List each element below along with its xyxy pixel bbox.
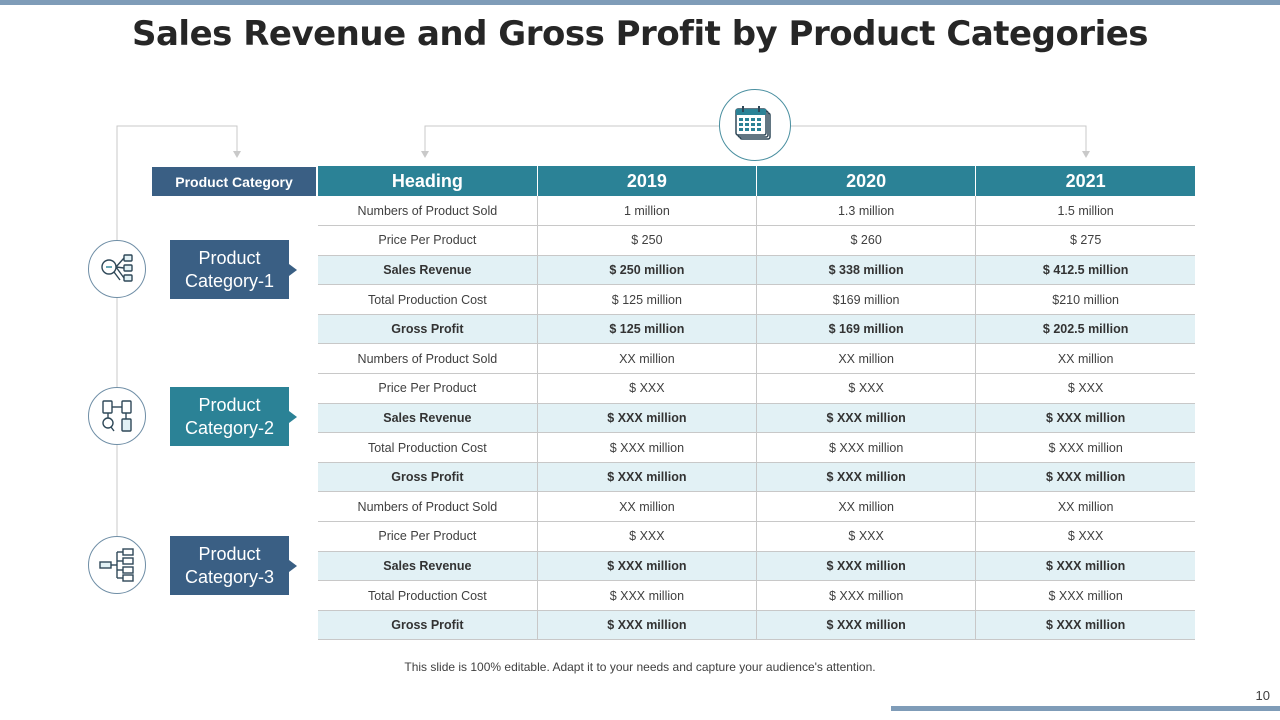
table-cell-heading: Numbers of Product Sold (318, 343, 538, 375)
table-cell-2021: $ XXX million (975, 610, 1195, 641)
table-cell-heading: Numbers of Product Sold (318, 491, 538, 523)
table-body: Numbers of Product Sold 1 million 1.3 mill… (318, 196, 1195, 641)
table-row: Gross Profit $ 125 million $ 169 million $ … (318, 314, 1195, 345)
table-cell-2020: $ 260 (756, 225, 977, 256)
table-cell-2020: $ 169 million (756, 314, 977, 345)
table-cell-2021: 1.5 million (975, 196, 1195, 227)
table-cell-2020: $ XXX million (756, 610, 977, 641)
table-cell-2019: 1 million (537, 196, 758, 227)
table-cell-2020: $ XXX million (756, 403, 977, 434)
page-title: Sales Revenue and Gross Profit by Produc… (131, 14, 1149, 54)
table-cell-2019: $ XXX (537, 521, 758, 552)
table-cell-2019: $ XXX million (537, 462, 758, 493)
table-cell-heading: Total Production Cost (318, 580, 538, 611)
table-row: Gross Profit $ XXX million $ XXX million $ … (318, 462, 1195, 493)
sales-table: Heading 2019 2020 2021 Numbers of Produc… (318, 166, 1195, 641)
table-cell-heading: Sales Revenue (318, 403, 538, 434)
table-cell-heading: Price Per Product (318, 373, 538, 404)
table-cell-2020: 1.3 million (756, 196, 977, 227)
table-header-row: Heading 2019 2020 2021 (318, 166, 1195, 196)
bottom-accent-bar (891, 706, 1280, 711)
table-cell-2020: $ 338 million (756, 255, 977, 286)
table-cell-2020: $ XXX million (756, 462, 977, 493)
table-cell-2021: $ XXX (975, 373, 1195, 404)
table-cell-2019: $ 125 million (537, 284, 758, 315)
table-cell-2019: $ XXX million (537, 403, 758, 434)
table-row: Numbers of Product Sold 1 million 1.3 mill… (318, 196, 1195, 227)
table-cell-heading: Numbers of Product Sold (318, 196, 538, 227)
product-category-1-label: Product Category-1 (170, 240, 297, 299)
table-row: Numbers of Product Sold XX million XX mill… (318, 343, 1195, 375)
table-row: Price Per Product $ XXX $ XXX $ XXX (318, 373, 1195, 404)
table-cell-2021: $ XXX million (975, 432, 1195, 463)
calendar-icon (719, 89, 791, 161)
column-header-2020: 2020 (756, 166, 977, 196)
table-cell-heading: Gross Profit (318, 314, 538, 345)
table-cell-heading: Sales Revenue (318, 551, 538, 582)
table-cell-2020: $ XXX (756, 521, 977, 552)
table-cell-2019: $ XXX million (537, 580, 758, 611)
table-row: Sales Revenue $ 250 million $ 338 million $… (318, 255, 1195, 286)
page-number: 10 (1255, 688, 1270, 703)
table-cell-2019: $ XXX (537, 373, 758, 404)
top-accent-bar (0, 0, 1280, 5)
table-row: Gross Profit $ XXX million $ XXX million $ … (318, 610, 1195, 641)
search-flowchart-icon (88, 240, 146, 298)
table-cell-2020: $ XXX million (756, 432, 977, 463)
product-category-3-label: Product Category-3 (170, 536, 297, 595)
table-cell-2020: XX million (756, 343, 977, 375)
table-row: Sales Revenue $ XXX million $ XXX million $… (318, 551, 1195, 582)
table-cell-2019: $ XXX million (537, 551, 758, 582)
table-row: Total Production Cost $ 125 million $169 m… (318, 284, 1195, 315)
table-cell-heading: Price Per Product (318, 225, 538, 256)
product-category-header: Product Category (152, 167, 316, 196)
document-process-icon (88, 387, 146, 445)
table-cell-2019: $ XXX million (537, 610, 758, 641)
table-cell-2019: $ 250 million (537, 255, 758, 286)
column-header-2019: 2019 (537, 166, 758, 196)
table-cell-2020: $ XXX million (756, 551, 977, 582)
table-row: Sales Revenue $ XXX million $ XXX million $… (318, 403, 1195, 434)
table-cell-2021: XX million (975, 491, 1195, 523)
table-cell-2019: XX million (537, 343, 758, 375)
table-cell-2021: XX million (975, 343, 1195, 375)
table-cell-2021: $ 412.5 million (975, 255, 1195, 286)
table-row: Price Per Product $ 250 $ 260 $ 275 (318, 225, 1195, 256)
table-cell-2021: $ XXX million (975, 580, 1195, 611)
table-cell-2020: $ XXX (756, 373, 977, 404)
table-cell-2019: XX million (537, 491, 758, 523)
table-cell-2021: $ 275 (975, 225, 1195, 256)
product-category-2-label: Product Category-2 (170, 387, 297, 446)
footer-note: This slide is 100% editable. Adapt it to… (404, 660, 876, 674)
column-header-heading: Heading (318, 166, 538, 196)
table-cell-2021: $210 million (975, 284, 1195, 315)
table-cell-2021: $ XXX (975, 521, 1195, 552)
table-row: Numbers of Product Sold XX million XX mill… (318, 491, 1195, 523)
table-row: Total Production Cost $ XXX million $ XXX … (318, 432, 1195, 463)
table-cell-heading: Sales Revenue (318, 255, 538, 286)
column-header-2021: 2021 (975, 166, 1195, 196)
table-cell-2020: $169 million (756, 284, 977, 315)
table-cell-2021: $ XXX million (975, 462, 1195, 493)
table-row: Price Per Product $ XXX $ XXX $ XXX (318, 521, 1195, 552)
table-cell-heading: Gross Profit (318, 610, 538, 641)
table-cell-2019: $ 125 million (537, 314, 758, 345)
table-cell-2021: $ 202.5 million (975, 314, 1195, 345)
table-cell-2021: $ XXX million (975, 403, 1195, 434)
table-cell-heading: Price Per Product (318, 521, 538, 552)
table-cell-2019: $ XXX million (537, 432, 758, 463)
table-cell-2020: XX million (756, 491, 977, 523)
table-cell-heading: Total Production Cost (318, 432, 538, 463)
table-cell-2021: $ XXX million (975, 551, 1195, 582)
table-cell-heading: Gross Profit (318, 462, 538, 493)
table-cell-2019: $ 250 (537, 225, 758, 256)
table-row: Total Production Cost $ XXX million $ XXX … (318, 580, 1195, 611)
table-cell-2020: $ XXX million (756, 580, 977, 611)
table-cell-heading: Total Production Cost (318, 284, 538, 315)
hierarchy-icon (88, 536, 146, 594)
